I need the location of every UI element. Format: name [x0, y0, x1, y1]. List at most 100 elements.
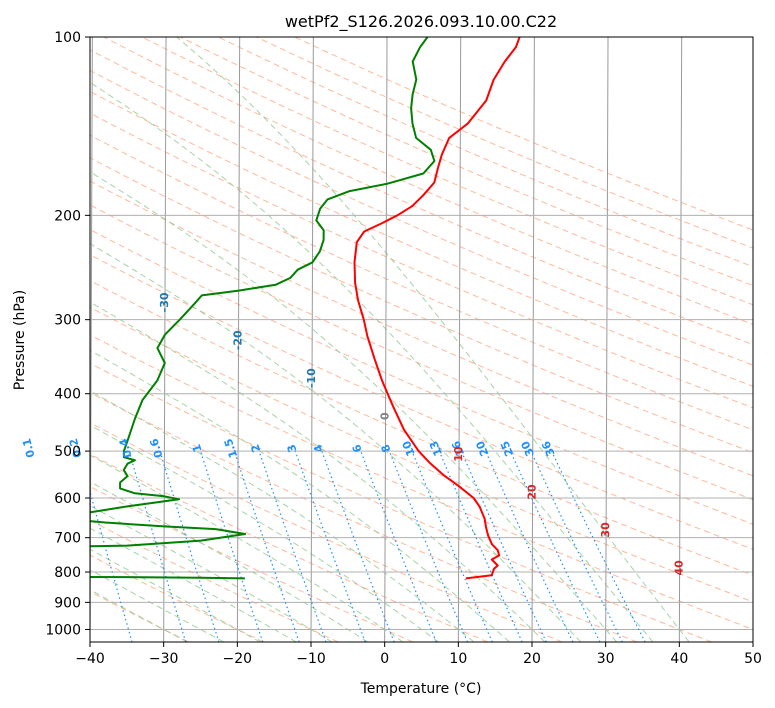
dry-adiabat — [90, 112, 753, 409]
mixing-ratio-line — [360, 450, 437, 642]
dry-adiabat — [90, 90, 753, 387]
dry-adiabat — [90, 391, 638, 642]
mixing-ratio-line — [321, 450, 395, 642]
dry-adiabat — [90, 590, 190, 642]
mixing-ratio-label: 16 — [449, 439, 467, 458]
dry-adiabat — [90, 362, 712, 642]
isotherm-label: -20 — [231, 330, 244, 350]
isotherm — [457, 37, 462, 642]
y-tick-label: 500 — [54, 444, 81, 460]
x-tick-label: 20 — [523, 651, 541, 667]
y-tick-label: 800 — [54, 565, 81, 581]
mixing-ratio-label: 20 — [473, 439, 491, 459]
profiles — [90, 37, 521, 580]
x-tick-label: 30 — [597, 651, 615, 667]
mixing-ratio-label: 0.6 — [147, 437, 165, 460]
mixing-ratio-label: 3 — [285, 442, 300, 454]
y-tick-label: 600 — [54, 491, 81, 507]
mixing-ratio-label: 0.2 — [67, 437, 85, 459]
isotherm — [163, 37, 167, 642]
y-axis: 100 200 300 400 500 600 700 800 900 1000 — [45, 30, 90, 638]
mixing-ratio-line — [485, 450, 574, 642]
dry-adiabat — [90, 485, 414, 642]
moist-adiabat — [90, 454, 404, 642]
x-tick-label: 10 — [449, 651, 467, 667]
x-tick-label: −20 — [223, 651, 253, 667]
y-tick-label: 1000 — [45, 622, 81, 638]
dry-adiabat — [179, 37, 753, 287]
temperature-profile — [353, 37, 521, 580]
mixing-ratio-label: 1.5 — [222, 437, 240, 460]
dry-adiabat — [103, 37, 753, 326]
isotherm-label: 30 — [599, 522, 612, 538]
y-axis-title: Pressure (hPa) — [12, 290, 28, 390]
isotherm — [236, 37, 241, 642]
dry-adiabat — [90, 306, 753, 603]
mixing-ratio-line — [159, 450, 220, 642]
y-tick-label: 400 — [54, 387, 81, 403]
mixing-ratio-label: 1 — [190, 443, 205, 454]
mixing-ratio-line — [200, 450, 264, 642]
isotherm-label: -30 — [158, 292, 171, 312]
chart-title: wetPf2_S126.2026.093.10.00.C22 — [285, 12, 557, 32]
y-tick-label: 700 — [54, 531, 81, 547]
mixing-ratio-label: 0.4 — [117, 437, 135, 460]
mixing-ratio-line — [90, 489, 133, 642]
mixing-ratio-label: 10 — [400, 439, 418, 458]
moist-adiabat — [90, 527, 297, 642]
mixing-ratio-label: 2 — [248, 443, 263, 454]
y-tick-label: 900 — [54, 595, 81, 611]
x-tick-label: −40 — [75, 651, 105, 667]
mixing-ratio-label: 4 — [311, 442, 326, 454]
isotherm — [531, 37, 535, 642]
x-tick-label: −10 — [296, 651, 326, 667]
moist-adiabat — [176, 37, 690, 642]
dry-adiabat — [90, 453, 488, 642]
moist-adiabat — [90, 505, 333, 642]
y-tick-label: 300 — [54, 313, 81, 329]
isotherm-label: -10 — [305, 368, 318, 388]
moist-adiabat — [90, 424, 439, 642]
dry-adiabat — [90, 180, 753, 477]
dry-adiabat — [90, 554, 264, 642]
moist-adiabat — [90, 243, 582, 642]
mixing-ratio-line — [438, 450, 523, 642]
isotherm-label: 40 — [673, 560, 686, 576]
isotherm-label: 0 — [378, 412, 391, 420]
moist-adiabat — [90, 171, 618, 642]
dewpoint-profile — [90, 37, 436, 580]
moist-adiabat — [90, 81, 654, 642]
y-tick-label: 100 — [54, 30, 81, 46]
mixing-ratio-label: 8 — [379, 442, 394, 454]
x-axis: −40 −30 −20 −10 0 10 20 30 40 50 — [75, 642, 762, 667]
plot-frame — [89, 36, 754, 643]
dry-adiabat — [90, 334, 753, 630]
x-tick-label: 50 — [744, 651, 762, 667]
isoline-labels: 0.1 0.2 0.4 0.6 1 1.5 2 3 4 6 8 10 13 16 20 25 30 36-30-2… — [20, 292, 685, 575]
x-axis-title: Temperature (°C) — [360, 681, 482, 697]
dry-adiabat — [90, 280, 753, 576]
isotherm — [678, 37, 683, 642]
mixing-ratio-line — [460, 450, 547, 642]
dry-adiabat — [90, 49, 753, 346]
isotherm — [605, 37, 609, 642]
mixing-ratio-line — [509, 450, 601, 642]
mixing-ratio-label: 13 — [427, 439, 445, 458]
x-tick-label: 0 — [380, 651, 389, 667]
mixing-ratio-label: 0.1 — [20, 437, 37, 459]
mixing-ratio-label: 25 — [498, 439, 516, 458]
moist-adiabat — [90, 349, 510, 642]
isotherm — [310, 37, 314, 642]
dry-adiabat — [90, 254, 753, 550]
mixing-ratio-label: 36 — [539, 439, 557, 459]
mixing-ratio-label: 30 — [518, 439, 536, 459]
isotherm — [384, 37, 388, 642]
dry-adiabat — [90, 157, 753, 454]
isotherm-label: 20 — [526, 484, 539, 500]
x-tick-label: 40 — [670, 651, 688, 667]
x-tick-label: −30 — [149, 651, 179, 667]
isotherm-label: 10 — [452, 446, 465, 462]
y-tick-label: 200 — [54, 208, 81, 224]
